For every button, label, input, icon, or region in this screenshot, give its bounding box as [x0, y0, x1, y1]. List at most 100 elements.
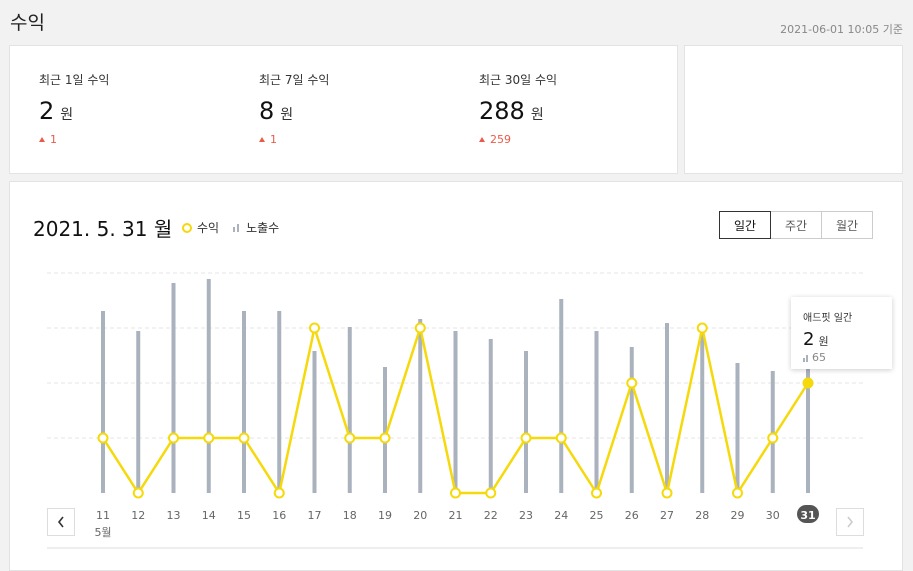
tooltip-impressions-value: 65 [812, 351, 826, 364]
period-tabs: 일간 주간 월간 [719, 211, 873, 239]
revenue-point [626, 377, 638, 389]
stat-unit: 원 [530, 107, 544, 123]
chart-card: 2021. 5. 31 월 수익 노출수 일간 주간 월간 11 12 13 14 15… [9, 181, 903, 571]
side-card [684, 45, 903, 174]
revenue-point [485, 487, 497, 499]
x-tick-label: 18 [343, 509, 357, 522]
bars-icon [803, 355, 809, 362]
revenue-point [802, 377, 814, 389]
impressions-bar [594, 331, 599, 493]
x-tick-label: 21 [449, 509, 463, 522]
x-tick-label: 20 [413, 509, 427, 522]
impressions-bar [277, 311, 282, 493]
impressions-bar [735, 363, 740, 493]
tooltip-unit: 원 [818, 335, 829, 348]
chevron-right-icon [847, 516, 854, 528]
impressions-bar [418, 319, 423, 493]
revenue-point [414, 322, 426, 334]
stat-unit: 원 [280, 107, 294, 123]
tab-daily[interactable]: 일간 [719, 211, 771, 239]
prev-button[interactable] [47, 508, 75, 536]
impressions-bar [171, 283, 176, 493]
timestamp: 2021-06-01 10:05 기준 [780, 23, 903, 36]
legend-impressions-label: 노출수 [246, 221, 280, 235]
impressions-bar [488, 339, 493, 493]
impressions-bar [524, 351, 528, 493]
x-tick-label: 15 [237, 509, 251, 522]
stat-delta-value: 1 [270, 133, 277, 146]
revenue-point [767, 432, 779, 444]
x-tick-label: 26 [625, 509, 639, 522]
x-tick-label: 23 [519, 509, 533, 522]
revenue-point [168, 432, 179, 444]
stat-value: 8 [259, 97, 275, 125]
stat-delta: 1 [39, 133, 109, 146]
revenue-point [732, 487, 743, 499]
impressions-bar [206, 279, 211, 493]
x-tick-label: 30 [766, 509, 780, 522]
legend-revenue-dot-icon [182, 222, 192, 233]
chart-date: 2021. 5. 31 월 [33, 217, 173, 241]
revenue-point [203, 432, 215, 444]
impressions-bar [629, 347, 634, 493]
x-tick-label: 11 [96, 509, 110, 522]
month-label: 5월 [94, 526, 111, 539]
x-tick-label: 29 [731, 509, 745, 522]
impressions-bar [806, 363, 810, 493]
tooltip-title: 애드핏 일간 [803, 313, 853, 324]
legend-bars-icon [233, 223, 241, 232]
revenue-point [696, 322, 708, 334]
x-tick-label: 22 [484, 509, 498, 522]
impressions-bar [101, 311, 105, 493]
stat-delta-value: 259 [490, 133, 511, 146]
chart-plot: 11 12 13 14 15 16 17 18 19 20 21 22 23 24 25 26 27 28 29 30… [47, 272, 863, 549]
up-arrow-icon [39, 137, 45, 142]
revenue-point [520, 432, 532, 444]
impressions-bar [770, 371, 775, 493]
x-tick-label: 16 [272, 509, 286, 522]
legend-revenue-label: 수익 [197, 221, 220, 235]
x-tick-label: 25 [590, 509, 604, 522]
revenue-point [97, 432, 109, 444]
revenue-point [132, 487, 144, 499]
chevron-left-icon [57, 516, 64, 528]
tooltip-value: 2 [803, 329, 815, 350]
impressions-bar [453, 331, 458, 493]
x-tick-label: 17 [308, 509, 322, 522]
tooltip-impressions: 65 [803, 351, 880, 364]
impressions-bar [347, 327, 352, 493]
stat-delta: 1 [259, 133, 329, 146]
impressions-bar [665, 323, 669, 493]
x-tick-label: 12 [131, 509, 145, 522]
revenue-point [591, 487, 602, 499]
stat-value: 2 [39, 97, 55, 125]
x-tick-label: 13 [167, 509, 181, 522]
up-arrow-icon [479, 137, 485, 142]
stat-delta-value: 1 [50, 133, 57, 146]
stat-label: 최근 1일 수익 [39, 73, 110, 87]
revenue-point [344, 432, 356, 444]
revenue-point [661, 487, 673, 499]
stat-delta: 259 [479, 133, 557, 146]
stat-label: 최근 7일 수익 [259, 73, 330, 87]
stat-unit: 원 [60, 107, 74, 123]
revenue-point [379, 432, 391, 444]
x-tick-label: 19 [378, 509, 392, 522]
stat-label: 최근 30일 수익 [479, 73, 558, 87]
tab-monthly[interactable]: 월간 [821, 211, 873, 239]
next-button[interactable] [836, 508, 864, 536]
revenue-point [555, 432, 567, 444]
impressions-bar [242, 311, 246, 493]
impressions-bar [559, 299, 564, 493]
revenue-point [273, 487, 285, 499]
stat-30day: 최근 30일 수익 288 원 259 [479, 71, 557, 146]
revenue-point [238, 432, 250, 444]
impressions-bar [136, 331, 141, 493]
impressions-bar [700, 331, 705, 493]
page-title: 수익 [10, 12, 45, 34]
impressions-bar [383, 367, 387, 493]
